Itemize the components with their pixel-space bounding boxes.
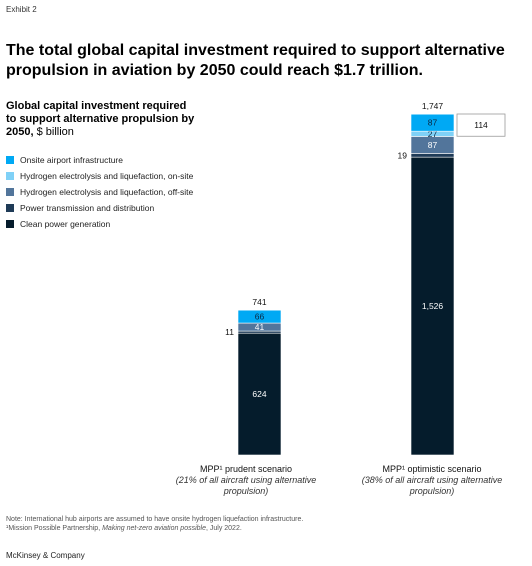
total-label: 741 <box>252 297 266 307</box>
footnote-prefix: ¹Mission Possible Partnership, <box>6 525 103 532</box>
data-label: 19 <box>398 150 408 160</box>
legend-swatch <box>6 172 14 180</box>
bar-segment <box>410 156 455 456</box>
data-label: 27 <box>428 129 438 139</box>
data-label: 87 <box>428 118 438 128</box>
total-label: 1,747 <box>422 101 444 111</box>
category-name: MPP¹ prudent scenario <box>199 464 293 474</box>
legend-swatch <box>6 156 14 164</box>
legend-item: Clean power generation <box>6 216 193 232</box>
callout-label: 114 <box>474 120 488 130</box>
data-label: 87 <box>428 140 438 150</box>
subtitle-unit: $ billion <box>33 126 74 138</box>
brand-name: McKinsey & Company <box>6 551 85 560</box>
legend-swatch <box>6 220 14 228</box>
bar-segment <box>410 153 455 158</box>
chart-note: Note: International hub airports are ass… <box>6 516 304 523</box>
bar-segment <box>410 113 455 132</box>
chart-legend: Onsite airport infrastructure Hydrogen el… <box>6 152 193 232</box>
legend-label: Hydrogen electrolysis and liquefaction, … <box>20 187 194 197</box>
headline: The total global capital investment requ… <box>6 42 505 79</box>
category-name: MPP¹ optimistic scenario <box>382 464 482 474</box>
legend-label: Power transmission and distribution <box>20 203 155 213</box>
chart-subtitle: Global capital investment required to su… <box>6 100 196 139</box>
data-label: 11 <box>225 327 234 337</box>
exhibit-label: Exhibit 2 <box>6 5 37 14</box>
category-note: (21% of all aircraft using alternative p… <box>175 475 317 496</box>
legend-item: Onsite airport infrastructure <box>6 152 193 168</box>
legend-label: Clean power generation <box>20 219 111 229</box>
legend-item: Power transmission and distribution <box>6 200 193 216</box>
category-label-prudent: MPP¹ prudent scenario (21% of all aircra… <box>166 464 326 497</box>
legend-swatch <box>6 204 14 212</box>
source-footnote: ¹Mission Possible Partnership, Making ne… <box>6 525 242 532</box>
footnote-suffix: , July 2022. <box>205 525 242 532</box>
legend-item: Hydrogen electrolysis and liquefaction, … <box>6 184 193 200</box>
legend-item: Hydrogen electrolysis and liquefaction, … <box>6 168 193 184</box>
footnote-title: Making net-zero aviation possible <box>102 525 206 532</box>
data-label: 41 <box>255 322 265 332</box>
callout-box <box>456 113 506 137</box>
subtitle-main: Global capital investment required to su… <box>6 100 195 138</box>
legend-label: Hydrogen electrolysis and liquefaction, … <box>20 171 194 181</box>
category-label-optimistic: MPP¹ optimistic scenario (38% of all air… <box>352 464 512 497</box>
data-label: 624 <box>252 389 266 399</box>
legend-label: Onsite airport infrastructure <box>20 155 123 165</box>
legend-swatch <box>6 188 14 196</box>
data-label: 66 <box>255 312 265 322</box>
data-label: 1,526 <box>422 301 444 311</box>
category-note: (38% of all aircraft using alternative p… <box>361 475 503 496</box>
bar-segment <box>237 309 282 324</box>
